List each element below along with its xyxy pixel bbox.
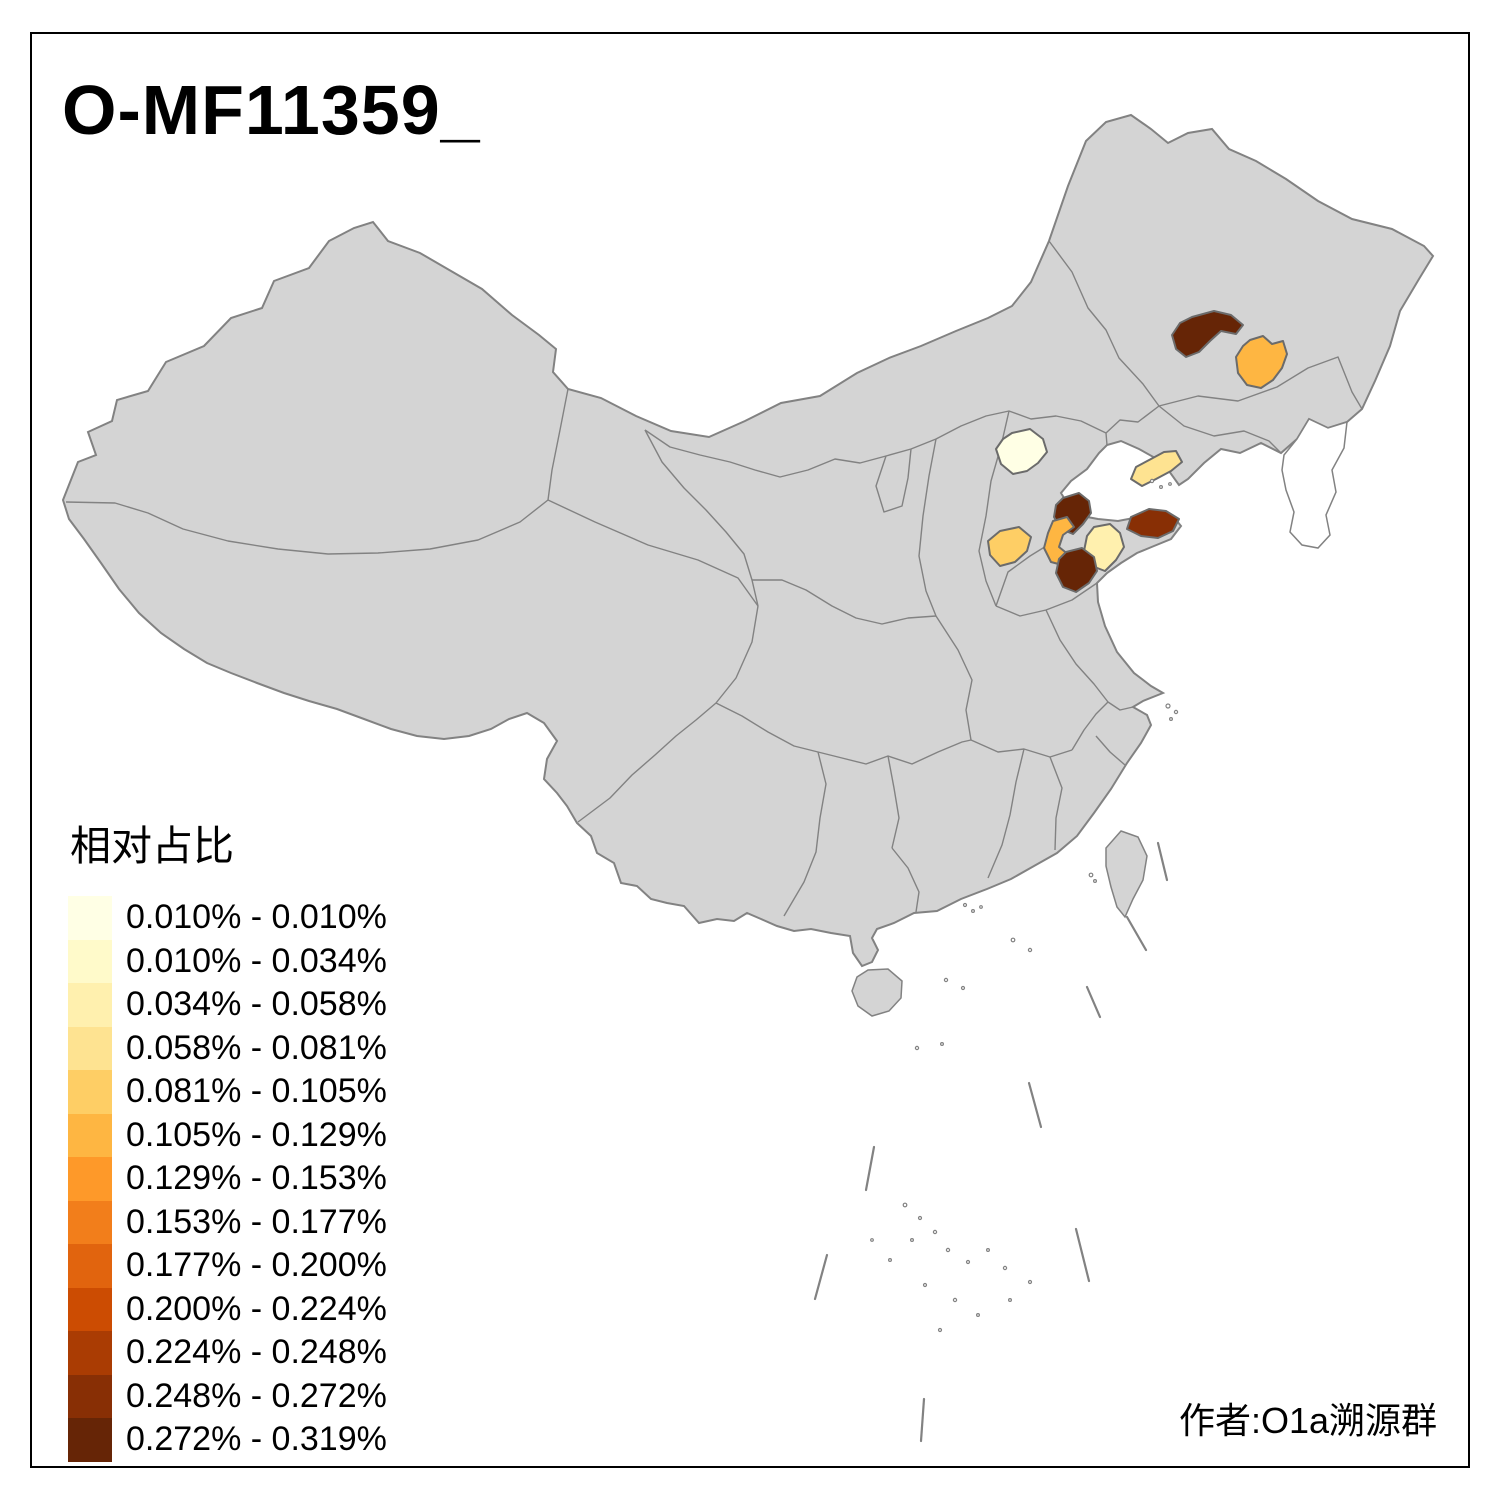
legend-color-swatch — [68, 1157, 112, 1201]
legend-entry: 0.010% - 0.034% — [68, 939, 387, 983]
legend-class-label: 0.224% - 0.248% — [126, 1333, 387, 1372]
choropleth-region-shanxi-southeast — [987, 526, 1032, 567]
legend-color-swatch — [68, 1070, 112, 1114]
legend-color-swatch — [68, 1026, 112, 1070]
province-borders — [65, 240, 1363, 917]
legend-class-label: 0.010% - 0.034% — [126, 941, 387, 980]
legend-color-swatch — [68, 1287, 112, 1331]
legend-color-swatch — [68, 1200, 112, 1244]
island-specks — [870, 478, 1179, 1333]
legend-class-label: 0.153% - 0.177% — [126, 1202, 387, 1241]
choropleth-region-shandong-south — [1055, 547, 1098, 593]
legend-entry: 0.058% - 0.081% — [68, 1026, 387, 1070]
legend-entry: 0.153% - 0.177% — [68, 1200, 387, 1244]
legend-class-label: 0.129% - 0.153% — [126, 1159, 387, 1198]
legend-color-swatch — [68, 1418, 112, 1462]
legend-class-label: 0.081% - 0.105% — [126, 1072, 387, 1111]
legend-class-label: 0.272% - 0.319% — [126, 1420, 387, 1459]
legend-class-label: 0.177% - 0.200% — [126, 1246, 387, 1285]
legend-color-swatch — [68, 1244, 112, 1288]
highlighted-regions — [987, 310, 1288, 593]
legend-color-swatch — [68, 896, 112, 940]
legend-class-label: 0.200% - 0.224% — [126, 1289, 387, 1328]
legend-color-swatch — [68, 1113, 112, 1157]
legend-entry: 0.105% - 0.129% — [68, 1113, 387, 1157]
legend-title: 相对占比 — [70, 823, 234, 869]
taiwan-island — [1105, 830, 1148, 919]
nine-dash-line — [813, 841, 1169, 1443]
hainan-island — [851, 968, 903, 1017]
choropleth-region-shandong-east — [1126, 508, 1180, 539]
legend-entry: 0.034% - 0.058% — [68, 983, 387, 1027]
legend-entry: 0.248% - 0.272% — [68, 1374, 387, 1418]
choropleth-region-liaodong-tip — [1130, 450, 1183, 487]
legend-entry: 0.272% - 0.319% — [68, 1418, 387, 1462]
legend-entry: 0.177% - 0.200% — [68, 1244, 387, 1288]
legend-entry: 0.010% - 0.010% — [68, 896, 387, 940]
legend-class-label: 0.010% - 0.010% — [126, 898, 387, 937]
legend-entry: 0.081% - 0.105% — [68, 1070, 387, 1114]
legend-entry: 0.200% - 0.224% — [68, 1287, 387, 1331]
legend-color-swatch — [68, 939, 112, 983]
legend-color-swatch — [68, 1374, 112, 1418]
legend-entry: 0.129% - 0.153% — [68, 1157, 387, 1201]
legend-class-label: 0.248% - 0.272% — [126, 1376, 387, 1415]
legend-class-label: 0.058% - 0.081% — [126, 1028, 387, 1067]
attribution-text: 作者:O1a溯源群 — [1178, 1400, 1437, 1441]
korea-peninsula — [1281, 418, 1348, 549]
legend-entries: 0.010% - 0.010% 0.010% - 0.034% 0.034% -… — [68, 896, 387, 1462]
choropleth-region-northeast-east — [1235, 335, 1288, 389]
legend-entry: 0.224% - 0.248% — [68, 1331, 387, 1375]
choropleth-region-beijing-area — [995, 428, 1048, 475]
legend-color-swatch — [68, 1331, 112, 1375]
legend: 相对占比 0.010% - 0.010% 0.010% - 0.034% 0.0… — [68, 812, 387, 1462]
page-title: O-MF11359_ — [62, 71, 481, 149]
legend-class-label: 0.105% - 0.129% — [126, 1115, 387, 1154]
legend-class-label: 0.034% - 0.058% — [126, 985, 387, 1024]
legend-color-swatch — [68, 983, 112, 1027]
choropleth-region-northeast-west — [1171, 310, 1244, 358]
